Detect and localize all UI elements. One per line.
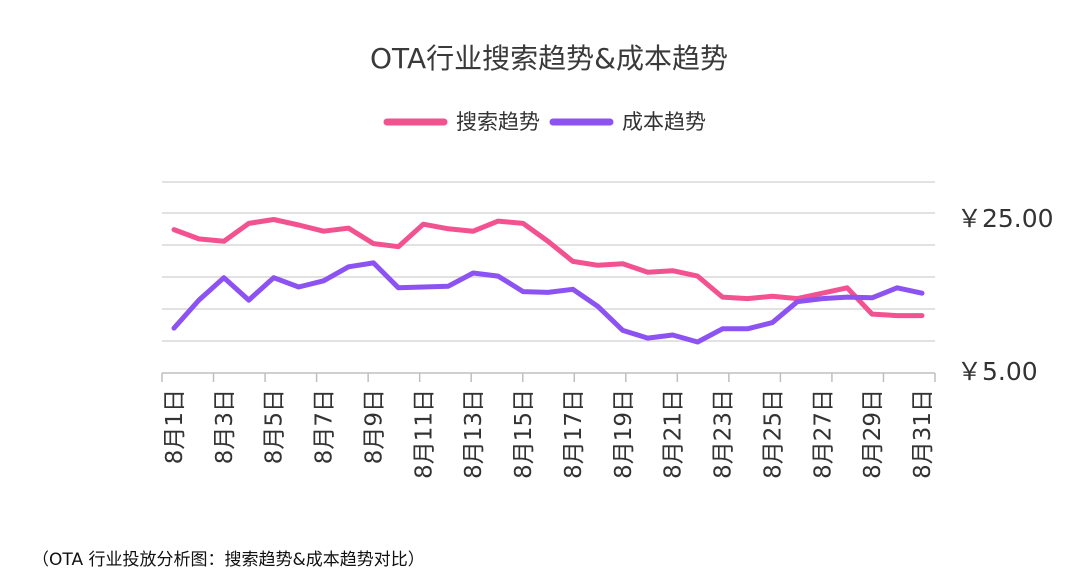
figure-caption: （OTA 行业投放分析图：搜索趋势&成本趋势对比） [32, 550, 425, 570]
x-tick-label: 8月17日 [561, 389, 587, 479]
x-tick-label: 8月13日 [461, 389, 487, 479]
x-tick-label: 8月31日 [910, 389, 936, 479]
chart-title: OTA行业搜索趋势&成本趋势 [370, 42, 728, 75]
y-label-bottom: ￥5.00 [957, 357, 1038, 386]
x-tick-label: 8月23日 [711, 389, 737, 479]
x-tick-label: 8月25日 [760, 389, 786, 479]
x-tick-label: 8月9日 [361, 389, 387, 464]
gridlines [162, 181, 935, 342]
x-axis: 8月1日 8月3日 8月5日 8月7日 8月9日 8月11日 8月13日 8月15日 8月17日… [161, 372, 936, 479]
y-label-top: ￥25.00 [957, 204, 1054, 233]
x-tick-label: 8月11日 [411, 389, 437, 479]
series-lines [171, 217, 925, 345]
x-tick-label: 8月15日 [511, 389, 537, 479]
x-tick-label: 8月27日 [810, 389, 836, 479]
legend: 搜索趋势 成本趋势 [383, 110, 706, 134]
x-tick-label: 8月21日 [661, 389, 687, 479]
x-tick-label: 8月3日 [212, 389, 238, 464]
x-tick-label: 8月29日 [860, 389, 886, 479]
legend-label-cost: 成本趋势 [622, 110, 706, 134]
series-line-cost [171, 260, 925, 345]
x-tick-label: 8月1日 [162, 389, 188, 464]
legend-label-search: 搜索趋势 [456, 110, 540, 134]
x-tick-label: 8月19日 [611, 389, 637, 479]
x-tick-label: 8月7日 [312, 389, 338, 464]
x-tick-label: 8月5日 [262, 389, 288, 464]
series-line-search [171, 217, 925, 319]
